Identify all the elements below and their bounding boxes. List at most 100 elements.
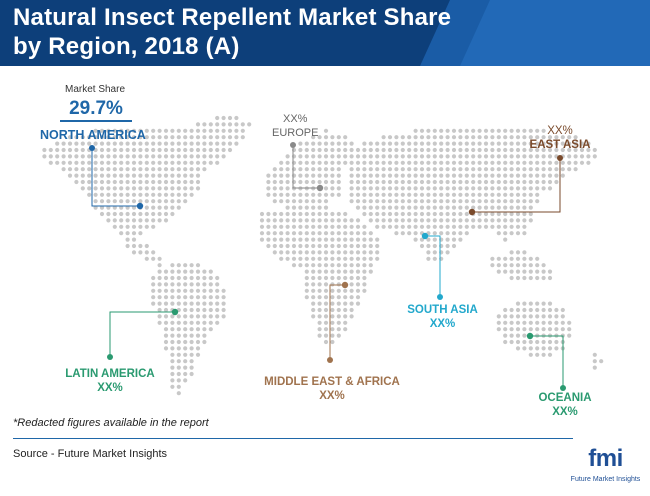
map-dot bbox=[343, 243, 348, 249]
map-dot bbox=[579, 147, 585, 153]
map-dot bbox=[547, 301, 553, 306]
map-dot bbox=[195, 173, 201, 178]
map-dot bbox=[503, 160, 508, 165]
map-dot bbox=[157, 173, 162, 178]
map-dot bbox=[125, 167, 130, 172]
map-dot bbox=[496, 186, 501, 191]
map-dot bbox=[381, 205, 386, 210]
map-dot bbox=[106, 154, 111, 159]
region-marker-dot bbox=[171, 308, 179, 316]
map-dot bbox=[343, 237, 348, 242]
map-dot bbox=[451, 128, 457, 133]
map-dot bbox=[496, 141, 501, 146]
map-dot bbox=[87, 186, 92, 191]
map-dot bbox=[330, 320, 335, 325]
map-dot bbox=[592, 154, 597, 159]
map-dot bbox=[522, 199, 527, 204]
map-dot bbox=[515, 141, 521, 146]
map-dot bbox=[61, 154, 66, 159]
map-dot bbox=[451, 243, 457, 249]
map-dot bbox=[291, 211, 297, 217]
map-dot bbox=[547, 320, 553, 325]
map-dot bbox=[458, 179, 463, 185]
map-dot bbox=[349, 141, 354, 146]
map-dot bbox=[138, 243, 143, 249]
map-dot bbox=[528, 167, 533, 172]
map-dot bbox=[426, 243, 431, 249]
map-dot bbox=[336, 333, 341, 338]
map-dot bbox=[151, 288, 156, 293]
logo-subtext: Future Market Insights bbox=[570, 476, 641, 483]
map-dot bbox=[317, 154, 322, 159]
map-dot bbox=[304, 256, 309, 261]
map-dot bbox=[183, 333, 188, 338]
map-dot bbox=[400, 160, 405, 165]
map-dot bbox=[541, 263, 546, 268]
map-dot bbox=[151, 295, 156, 300]
map-dot bbox=[477, 167, 482, 172]
map-dot bbox=[131, 250, 137, 255]
map-dot bbox=[163, 282, 169, 287]
map-dot bbox=[547, 339, 553, 345]
map-dot bbox=[311, 243, 316, 249]
map-dot bbox=[387, 211, 393, 217]
region-marker-dot bbox=[316, 184, 324, 192]
map-dot bbox=[407, 218, 412, 223]
map-dot bbox=[208, 295, 213, 300]
map-dot bbox=[573, 160, 578, 165]
map-dot bbox=[343, 275, 348, 281]
map-dot bbox=[106, 192, 111, 197]
map-dot bbox=[419, 243, 425, 249]
map-dot bbox=[183, 327, 188, 332]
map-dot bbox=[541, 275, 546, 281]
map-dot bbox=[183, 179, 188, 185]
map-dot bbox=[554, 167, 559, 172]
map-dot bbox=[343, 263, 348, 268]
map-dot bbox=[279, 218, 284, 223]
map-dot bbox=[74, 147, 79, 153]
map-dot bbox=[163, 339, 169, 345]
map-dot bbox=[67, 154, 73, 159]
map-dot bbox=[131, 141, 137, 146]
map-dot bbox=[400, 147, 405, 153]
map-dot bbox=[234, 135, 239, 140]
map-dot bbox=[573, 167, 578, 172]
map-dot bbox=[234, 141, 239, 146]
map-dot bbox=[272, 173, 277, 178]
map-dot bbox=[208, 135, 213, 140]
map-dot bbox=[144, 192, 149, 197]
map-dot bbox=[368, 192, 373, 197]
map-dot bbox=[151, 173, 156, 178]
map-dot bbox=[419, 141, 425, 146]
map-dot bbox=[304, 173, 309, 178]
map-dot bbox=[451, 218, 457, 223]
map-dot bbox=[138, 160, 143, 165]
map-dot bbox=[157, 211, 162, 217]
map-dot bbox=[93, 199, 98, 204]
map-dot bbox=[323, 147, 329, 153]
leader-line-oceania bbox=[530, 335, 564, 388]
map-dot bbox=[170, 314, 175, 319]
map-dot bbox=[375, 224, 380, 229]
map-dot bbox=[55, 147, 60, 153]
map-dot bbox=[298, 179, 303, 185]
map-dot bbox=[74, 154, 79, 159]
map-dot bbox=[131, 218, 137, 223]
map-dot bbox=[119, 231, 124, 236]
map-dot bbox=[183, 320, 188, 325]
label-oceania: OCEANIA XX% bbox=[538, 392, 592, 418]
map-dot bbox=[503, 186, 508, 191]
map-dot bbox=[131, 154, 137, 159]
map-dot bbox=[323, 327, 329, 332]
map-dot bbox=[483, 192, 489, 197]
map-dot bbox=[432, 231, 437, 236]
map-dot bbox=[586, 147, 591, 153]
map-dot bbox=[567, 160, 572, 165]
map-dot bbox=[509, 154, 514, 159]
map-dot bbox=[323, 295, 329, 300]
map-dot bbox=[195, 179, 201, 185]
map-dot bbox=[349, 250, 354, 255]
map-dot bbox=[490, 141, 495, 146]
map-dot bbox=[515, 154, 521, 159]
map-dot bbox=[368, 173, 373, 178]
